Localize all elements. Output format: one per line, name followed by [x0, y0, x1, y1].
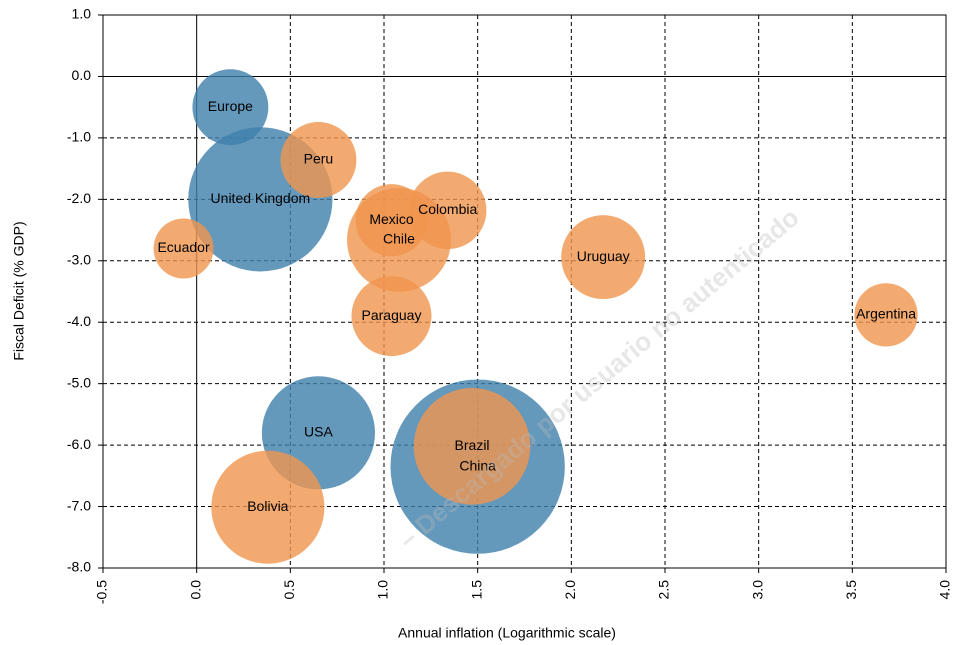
- y-tick-label: -5.0: [67, 374, 91, 390]
- x-tick-label: 0.5: [281, 580, 297, 600]
- bubble-label: Europe: [208, 98, 253, 114]
- bubble-label: Bolivia: [247, 498, 288, 514]
- bubble: [153, 218, 214, 279]
- y-tick-label: -7.0: [67, 497, 91, 513]
- x-tick-label: 3.5: [843, 580, 859, 600]
- bubble-label: China: [459, 457, 496, 473]
- bubble-label: Uruguay: [577, 248, 630, 264]
- x-axis-title: Annual inflation (Logarithmic scale): [398, 625, 616, 641]
- bubble-label: Argentina: [856, 306, 916, 322]
- bubble: [854, 283, 918, 347]
- bubble-label: Colombia: [418, 201, 477, 217]
- x-tick-label: 2.5: [656, 580, 672, 600]
- x-tick-label: -0.5: [94, 580, 110, 604]
- x-tick-label: 1.0: [375, 580, 391, 600]
- y-tick-label: 1.0: [72, 6, 92, 22]
- bubble: [211, 450, 325, 564]
- x-tick-label: 2.0: [562, 580, 578, 600]
- plot-border: [102, 14, 947, 569]
- bubble-label: Mexico: [369, 211, 414, 227]
- bubble: [561, 215, 646, 300]
- bubbles: [153, 69, 918, 564]
- y-tick-label: -2.0: [67, 190, 91, 206]
- x-tick-label: 3.0: [749, 580, 765, 600]
- bubble-label: USA: [304, 424, 333, 440]
- bubble-label: United Kingdom: [211, 190, 311, 206]
- bubble-label: Paraguay: [362, 307, 422, 323]
- y-tick-label: 0.0: [72, 67, 92, 83]
- bubble: [351, 276, 432, 357]
- bubble-label: Ecuador: [157, 239, 209, 255]
- y-tick-label: -6.0: [67, 436, 91, 452]
- y-tick-label: -4.0: [67, 313, 91, 329]
- bubble: [413, 388, 531, 505]
- y-tick-label: -3.0: [67, 251, 91, 267]
- bubble: [192, 69, 269, 146]
- bubble-labels: Europe United Kingdom USA China Peru Ecuador M…: [157, 98, 916, 514]
- y-tick-label: -1.0: [67, 129, 91, 145]
- bubble: [280, 122, 357, 198]
- bubble-label: Chile: [383, 231, 415, 247]
- bubble-label: Peru: [304, 151, 334, 167]
- x-tick-label: 0.0: [187, 580, 203, 600]
- bubble-label: Brazil: [455, 437, 490, 453]
- bubble: [347, 187, 451, 292]
- x-tick-label: 4.0: [937, 580, 953, 600]
- y-tick-label: -8.0: [67, 559, 91, 575]
- y-axis-title: Fiscal Deficit (% GDP): [11, 221, 27, 360]
- x-tick-label: 1.5: [468, 580, 484, 600]
